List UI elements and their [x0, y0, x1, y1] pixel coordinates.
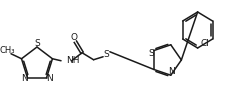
Text: S: S [34, 40, 40, 48]
Text: O: O [71, 33, 78, 42]
Text: N: N [46, 74, 53, 83]
Text: N: N [21, 74, 28, 83]
Text: S: S [103, 50, 109, 59]
Text: NH: NH [66, 56, 79, 65]
Text: Cl: Cl [200, 40, 209, 48]
Text: CH₃: CH₃ [0, 46, 15, 55]
Text: N: N [168, 67, 175, 76]
Text: S: S [148, 49, 154, 58]
